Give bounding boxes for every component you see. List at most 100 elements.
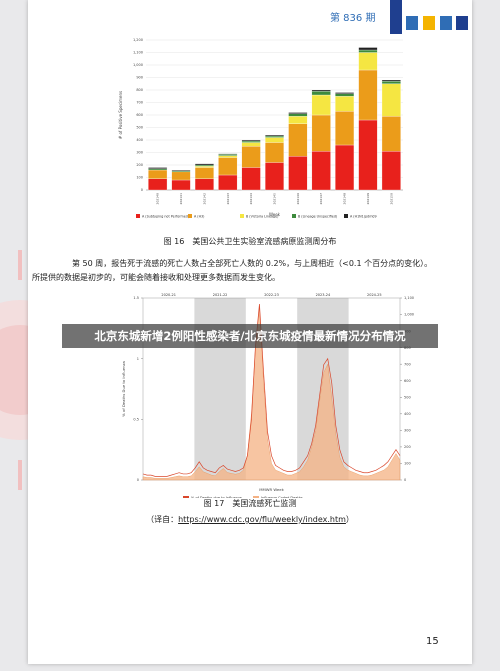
bar-segment: [381, 151, 401, 191]
bar-segment: [265, 162, 284, 191]
y-tick-label: 1,100: [133, 51, 143, 55]
bar-segment: [358, 52, 378, 71]
y2-tick-label: 1,100: [404, 296, 414, 300]
y2-tick-label: 600: [404, 379, 411, 383]
paragraph: 所提供的数据是初步的，可能会随着接收和处理更多数据而发生变化。: [32, 273, 280, 282]
bar-segment: [288, 116, 308, 124]
y-tick-label: 1.5: [133, 296, 139, 300]
chart-lab: 0 100 200 300 400 500 600 700 800 900 1,000 1,100 1,…: [118, 38, 403, 219]
legend-swatch: [240, 214, 244, 218]
y-axis-label: # of Positive Specimens: [118, 91, 123, 139]
y-tick-label: 0: [137, 478, 139, 482]
y-tick-label: 200: [136, 163, 143, 167]
source: （译自：https://www.cdc.gov/flu/weekly/index…: [28, 514, 472, 525]
season-label: 2020-21: [161, 293, 176, 297]
bar-segment: [381, 116, 401, 152]
source-link[interactable]: https://www.cdc.gov/flu/weekly/index.htm: [178, 515, 346, 524]
bar-segment: [288, 113, 308, 117]
bar-segment: [218, 153, 238, 155]
x-tick-label: 202147: [319, 193, 323, 205]
figure-caption: 图 17 美国流感死亡监测: [203, 499, 297, 508]
y2-tick-label: 700: [404, 362, 411, 366]
bar-segment: [358, 69, 378, 121]
issue: 第 836 期: [330, 13, 376, 24]
bar-segment: [381, 81, 401, 84]
bar-segment: [171, 169, 191, 172]
bar-segment: [335, 111, 355, 146]
overlay-title: 北京东城新增2例阳性感染者/北京东城疫情最新情况分布情况: [62, 324, 438, 348]
legend-label: % of Deaths due to Influenza: [191, 496, 242, 498]
legend-swatch: [253, 496, 259, 498]
y-tick-label: 1,000: [133, 63, 143, 67]
legend-label: A (H3): [194, 215, 204, 219]
legend-label: A (Subtyping not Performed): [142, 215, 189, 219]
paragraph: 第 50 周，报告死于流感的死亡人数占全部死亡人数的 0.2%，与上周相近（<0…: [72, 259, 433, 268]
x-tick-label: 202142: [202, 193, 206, 205]
chart-deaths: 2020-21 2021-22 2022-23 2023-24 2024-25 0 0.5 1…: [121, 293, 418, 498]
source-prefix: （译自：: [146, 515, 179, 524]
legend-label: A (H1N1)pdm09: [350, 215, 377, 219]
y-tick-label: 700: [136, 101, 143, 105]
bar-segment: [194, 164, 214, 167]
area: [142, 306, 401, 481]
bar-segment: [148, 178, 168, 191]
bar-segment: [311, 91, 331, 96]
legend-swatch: [344, 214, 348, 218]
bar-segment: [335, 93, 355, 97]
y-tick-label: 800: [136, 88, 143, 92]
bar-segment: [335, 144, 355, 191]
bar-segment: [241, 146, 261, 168]
bar-segment: [311, 151, 331, 191]
bar-segment: [265, 137, 284, 143]
bar-segment: [241, 140, 261, 143]
x-tick-label: 202140: [156, 193, 160, 205]
y-tick-label: 300: [136, 151, 143, 155]
bar-segment: [194, 178, 214, 191]
bar-segment: [148, 167, 168, 169]
bar-segment: [335, 96, 355, 112]
bar-segment: [194, 167, 214, 179]
legend-swatch: [292, 214, 296, 218]
bar-segment: [265, 142, 284, 163]
legend-label: B (Victoria Lineage): [246, 215, 278, 219]
y-tick-label: 500: [136, 126, 143, 130]
legend-label: B (Lineage Unspecified): [298, 215, 337, 219]
x-tick-label: 202145: [273, 193, 277, 205]
bar-segment: [311, 89, 331, 92]
y-axis-label: % of Deaths Due to Influenza: [121, 361, 126, 417]
bar-segment: [358, 49, 378, 53]
bar-segment: [358, 119, 378, 191]
bar-segment: [381, 83, 401, 117]
legend-swatch: [136, 214, 140, 218]
legend-label: Influenza Coded Deaths: [261, 496, 303, 498]
bar-segment: [241, 142, 261, 147]
season-label: 2024-25: [367, 293, 382, 297]
y2-tick-label: 300: [404, 429, 411, 433]
season-label: 2023-24: [316, 293, 331, 297]
bar-segment: [288, 112, 308, 114]
bar-segment: [194, 163, 214, 166]
y-tick-label: 900: [136, 76, 143, 80]
bar-segment: [148, 169, 168, 179]
bar-segment: [265, 135, 284, 138]
y-tick-label: 1,200: [133, 38, 143, 42]
bar-segment: [218, 157, 238, 176]
y2-tick-label: 200: [404, 445, 411, 449]
bar-segment: [311, 114, 331, 152]
y2-tick-label: 0: [404, 478, 406, 482]
legend-swatch: [183, 496, 189, 498]
line: [142, 304, 401, 477]
bar-segment: [218, 154, 238, 156]
bar-segment: [288, 156, 308, 191]
bar-segment: [194, 166, 214, 168]
bar-segment: [171, 179, 191, 191]
season-label: 2021-22: [213, 293, 228, 297]
bar-segment: [311, 94, 331, 116]
legend-swatch: [188, 214, 192, 218]
season-label: 2022-23: [264, 293, 279, 297]
x-axis-label: MMWR Week: [259, 487, 284, 492]
x-tick-label: 202150: [389, 193, 393, 205]
y-tick-label: 600: [136, 113, 143, 117]
x-tick-label: 202146: [296, 193, 300, 205]
